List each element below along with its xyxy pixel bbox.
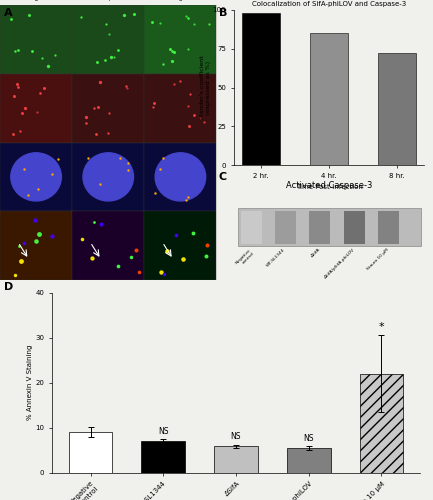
- Text: ∆SifA: ∆SifA: [310, 248, 320, 258]
- Text: Negative
control: Negative control: [235, 248, 255, 268]
- Bar: [144, 211, 216, 280]
- Bar: [309, 211, 330, 244]
- Y-axis label: Mander's coefficient
(expressed as %): Mander's coefficient (expressed as %): [200, 56, 211, 120]
- Text: Stauro 10 µM: Stauro 10 µM: [366, 248, 389, 271]
- Text: C: C: [219, 172, 227, 182]
- Title: Colocalization of SifA-phiLOV and Caspase-3: Colocalization of SifA-phiLOV and Caspas…: [252, 1, 406, 7]
- Bar: [144, 5, 216, 73]
- Text: WT-SL1344: WT-SL1344: [266, 248, 286, 268]
- Bar: [0, 142, 72, 211]
- Text: 8: 8: [179, 0, 182, 2]
- Bar: [343, 211, 365, 244]
- Bar: [310, 33, 348, 165]
- Text: 2: 2: [34, 0, 38, 2]
- Text: NS: NS: [231, 432, 241, 442]
- Bar: [72, 142, 144, 211]
- Bar: [72, 74, 144, 142]
- Bar: [0, 211, 72, 280]
- Bar: [144, 142, 216, 211]
- Bar: [142, 441, 185, 472]
- Bar: [360, 374, 403, 472]
- Bar: [144, 74, 216, 142]
- Text: A: A: [4, 8, 13, 18]
- Bar: [378, 211, 399, 244]
- Text: ∆SifA/pSifA-phiLOV: ∆SifA/pSifA-phiLOV: [323, 248, 355, 280]
- Bar: [238, 208, 420, 246]
- Bar: [72, 211, 144, 280]
- Bar: [241, 211, 262, 244]
- Text: B: B: [219, 8, 227, 18]
- Text: 4: 4: [107, 0, 110, 2]
- Bar: [0, 74, 72, 142]
- Circle shape: [11, 153, 61, 201]
- Bar: [275, 211, 296, 244]
- Text: Activated Caspase-3: Activated Caspase-3: [286, 181, 372, 190]
- Text: NS: NS: [158, 426, 168, 436]
- X-axis label: Time Post-Infection: Time Post-Infection: [296, 184, 362, 190]
- Text: D: D: [4, 282, 13, 292]
- Y-axis label: % Annexin V Staining: % Annexin V Staining: [26, 345, 32, 420]
- Circle shape: [83, 153, 133, 201]
- Circle shape: [155, 153, 206, 201]
- Text: NS: NS: [304, 434, 314, 443]
- Bar: [214, 446, 258, 472]
- Bar: [287, 448, 330, 472]
- Bar: [378, 54, 416, 165]
- Bar: [0, 5, 72, 73]
- Bar: [72, 5, 144, 73]
- Text: *: *: [378, 322, 384, 332]
- Bar: [69, 432, 112, 472]
- Bar: [242, 13, 280, 165]
